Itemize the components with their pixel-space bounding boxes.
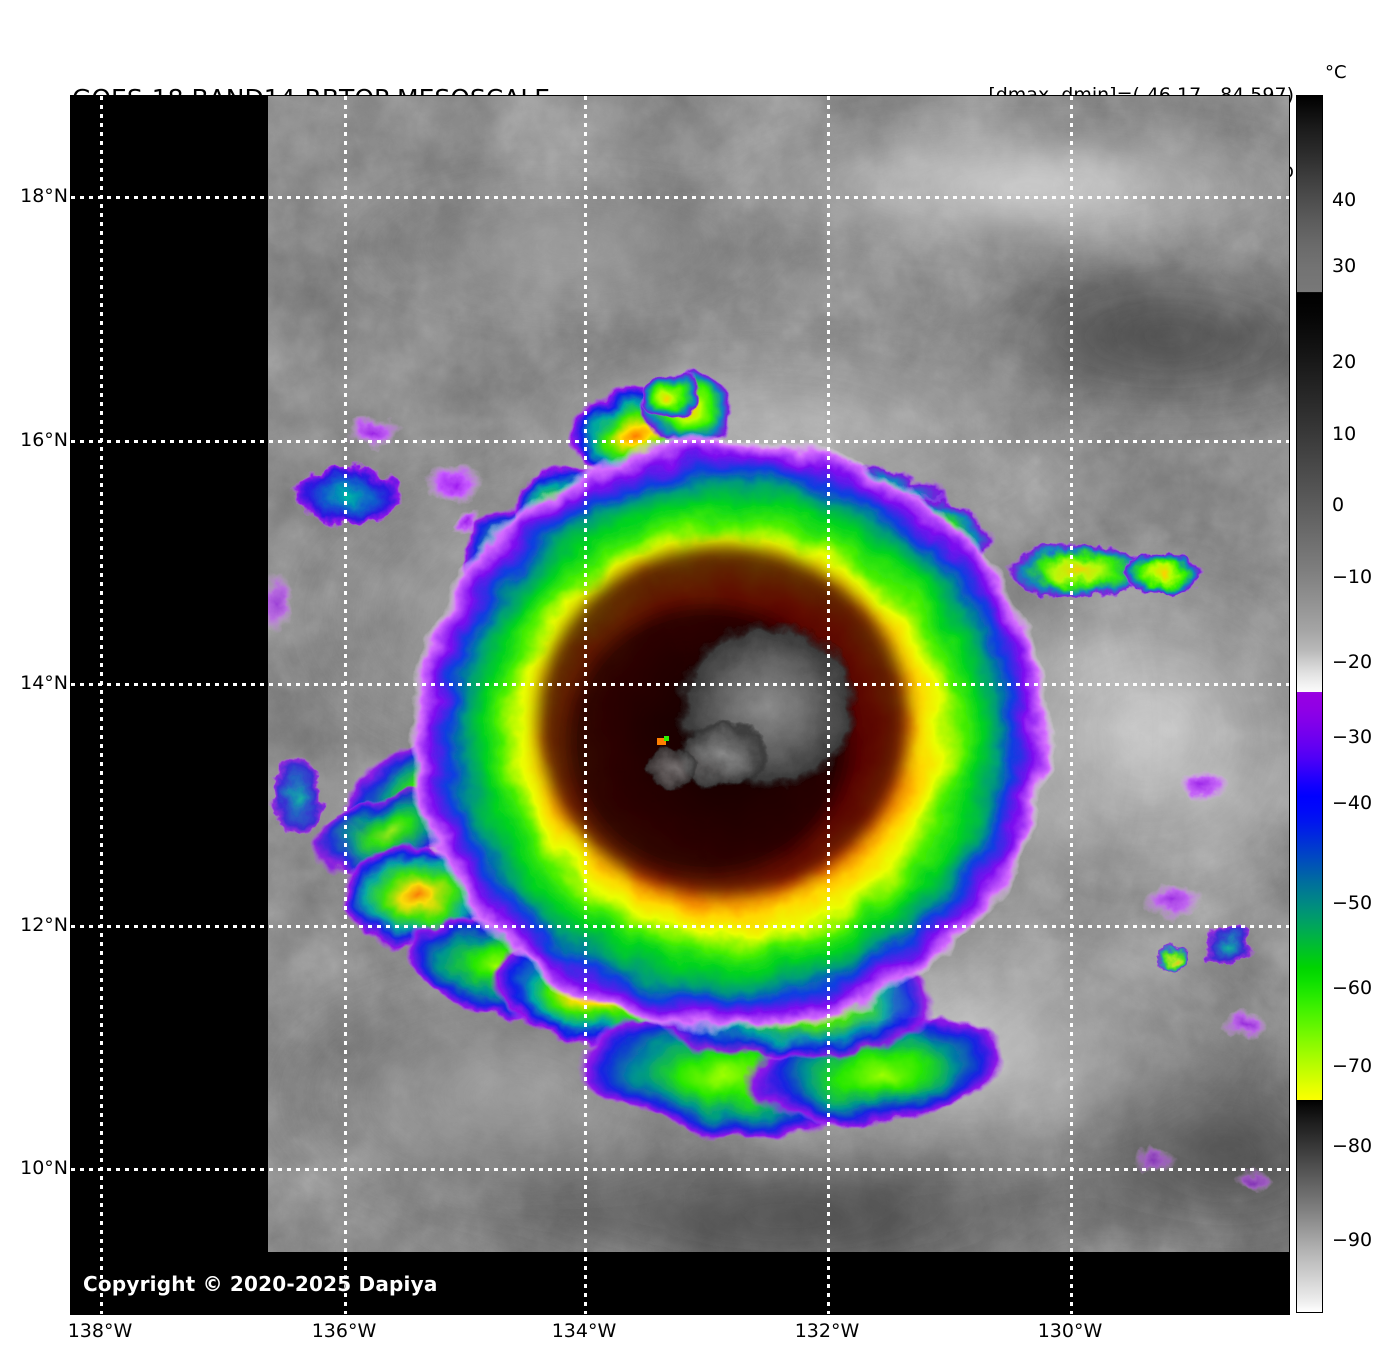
- lon-tick-138w: 138°W: [67, 1320, 133, 1342]
- copyright-text: Copyright © 2020-2025 Dapiya: [83, 1272, 438, 1296]
- lon-tick-130w: 130°W: [1037, 1320, 1103, 1342]
- cold-cloud-top-enhancement: [268, 96, 1289, 1252]
- lat-tick-12n: 12°N: [20, 914, 68, 936]
- lon-tick-132w: 132°W: [794, 1320, 860, 1342]
- cbar-tick-20: 20: [1332, 351, 1357, 373]
- cbar-tick-10: 10: [1332, 423, 1357, 445]
- gridline-lon-138: [100, 96, 103, 1314]
- colorbar-unit-label: °C: [1325, 62, 1347, 83]
- cbar-tick-40: 40: [1332, 189, 1357, 211]
- lat-tick-16n: 16°N: [20, 429, 68, 451]
- satellite-swath: [268, 96, 1289, 1252]
- cbar-tick-m40: −40: [1332, 792, 1373, 814]
- colorbar-warm-grey-segment: [1297, 96, 1322, 292]
- lon-tick-134w: 134°W: [551, 1320, 617, 1342]
- lat-tick-18n: 18°N: [20, 185, 68, 207]
- cbar-tick-m20: −20: [1332, 651, 1373, 673]
- cbar-tick-m90: −90: [1332, 1229, 1373, 1251]
- cbar-tick-m30: −30: [1332, 726, 1373, 748]
- satellite-image-plot[interactable]: Copyright © 2020-2025 Dapiya: [70, 95, 1290, 1315]
- colorbar-cold-grey-segment: [1297, 1100, 1322, 1312]
- cbar-tick-0: 0: [1332, 494, 1345, 516]
- lat-tick-10n: 10°N: [20, 1157, 68, 1179]
- cbar-tick-m10: −10: [1332, 566, 1373, 588]
- cbar-tick-m80: −80: [1332, 1135, 1373, 1157]
- cbar-tick-m70: −70: [1332, 1055, 1373, 1077]
- cbar-tick-30: 30: [1332, 255, 1357, 277]
- cbar-tick-m50: −50: [1332, 892, 1373, 914]
- cbar-tick-m60: −60: [1332, 977, 1373, 999]
- lon-tick-136w: 136°W: [311, 1320, 377, 1342]
- lat-tick-14n: 14°N: [20, 672, 68, 694]
